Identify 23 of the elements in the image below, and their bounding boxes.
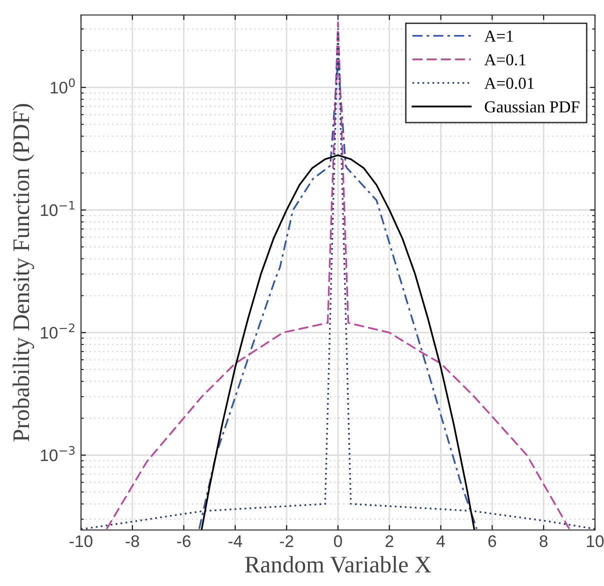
x-tick-label: -6 bbox=[177, 535, 190, 548]
y-tick-label: 10$^{−2}$ bbox=[40, 323, 74, 339]
x-tick-label: 10 bbox=[587, 535, 604, 548]
y-axis-title: Probability Density Function (PDF) bbox=[12, 104, 34, 442]
x-tick-label: -8 bbox=[126, 535, 140, 548]
legend-label: A=0.01 bbox=[484, 78, 534, 90]
line-series bbox=[200, 154, 476, 530]
x-tick-label: -4 bbox=[228, 535, 242, 547]
x-tick-label: -2 bbox=[280, 535, 294, 547]
y-tick-label: 10$^{0}$ bbox=[50, 78, 75, 94]
x-tick-label: 6 bbox=[488, 535, 496, 548]
x-tick-label: -10 bbox=[70, 535, 92, 548]
x-tick-label: 2 bbox=[386, 535, 394, 547]
x-axis-title: Random Variable X bbox=[245, 556, 432, 573]
x-tick-label: 0 bbox=[334, 535, 342, 548]
legend-label: A=0.1 bbox=[484, 54, 526, 66]
x-tick-label: 8 bbox=[540, 535, 548, 548]
x-tick-label: 4 bbox=[436, 535, 445, 547]
legend-label: A=1 bbox=[484, 30, 513, 42]
y-tick-label: 10$^{−3}$ bbox=[40, 446, 75, 462]
legend-label: Gaussian PDF bbox=[484, 101, 580, 112]
line-series bbox=[198, 58, 478, 530]
y-tick-label: 10$^{−1}$ bbox=[40, 201, 74, 216]
